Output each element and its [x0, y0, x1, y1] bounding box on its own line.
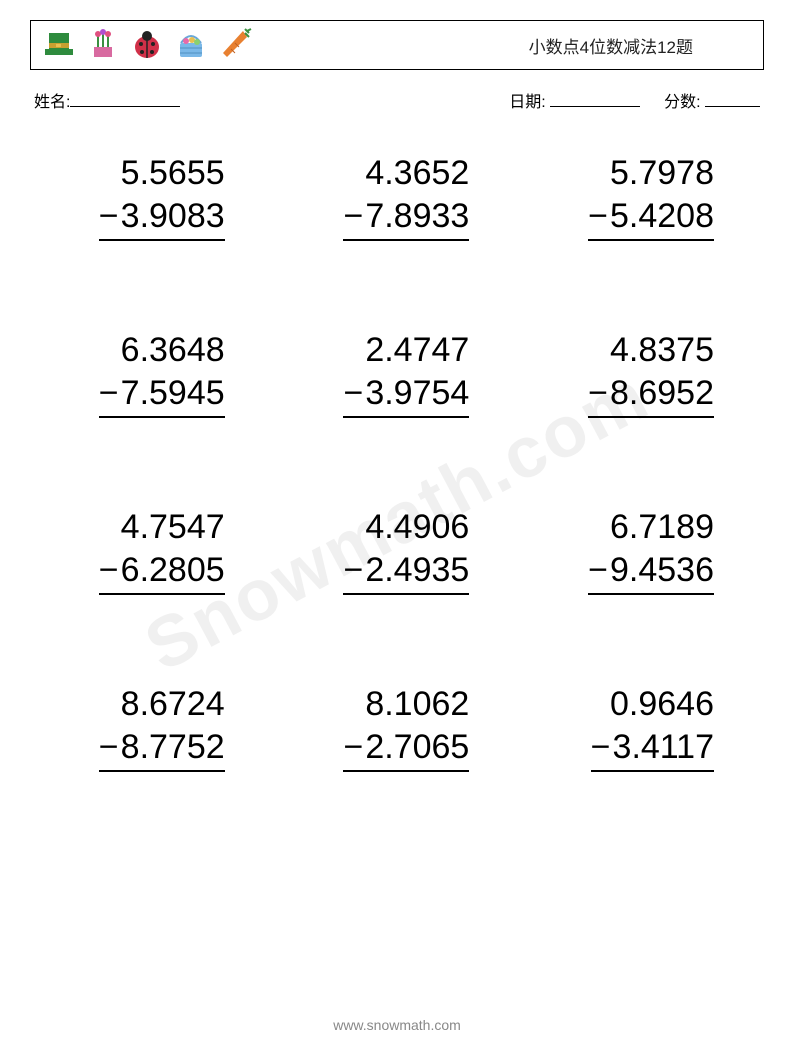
- operator: −: [343, 195, 363, 238]
- problem: 6.7189−9.4536: [539, 506, 744, 595]
- operator: −: [99, 549, 119, 592]
- header-icons: [41, 27, 253, 63]
- minuend: 4.3652: [365, 152, 469, 195]
- minuend: 6.3648: [121, 329, 225, 372]
- carrot-icon: [217, 27, 253, 63]
- problem: 6.3648−7.5945: [50, 329, 255, 418]
- date-blank[interactable]: [550, 89, 640, 107]
- problem: 4.8375−8.6952: [539, 329, 744, 418]
- name-blank[interactable]: [70, 89, 180, 107]
- subtrahend: 2.4935: [365, 549, 469, 592]
- subtrahend-row: −9.4536: [588, 549, 714, 596]
- subtrahend-row: −2.7065: [343, 726, 469, 773]
- subtrahend: 5.4208: [610, 195, 714, 238]
- subtrahend: 3.9754: [365, 372, 469, 415]
- minuend: 5.7978: [610, 152, 714, 195]
- minuend: 8.1062: [365, 683, 469, 726]
- operator: −: [343, 549, 363, 592]
- score-label: 分数:: [664, 94, 700, 111]
- operator: −: [588, 372, 608, 415]
- operator: −: [99, 726, 119, 769]
- minuend: 4.4906: [365, 506, 469, 549]
- subtrahend: 2.7065: [365, 726, 469, 769]
- subtrahend: 8.6952: [610, 372, 714, 415]
- subtrahend-row: −3.9754: [343, 372, 469, 419]
- subtrahend-row: −3.9083: [99, 195, 225, 242]
- subtrahend: 6.2805: [121, 549, 225, 592]
- problem: 0.9646−3.4117: [539, 683, 744, 772]
- subtrahend-row: −3.4117: [591, 726, 714, 773]
- hat-icon: [41, 27, 77, 63]
- subtrahend: 9.4536: [610, 549, 714, 592]
- problem: 4.4906−2.4935: [295, 506, 500, 595]
- problem: 5.7978−5.4208: [539, 152, 744, 241]
- minuend: 2.4747: [365, 329, 469, 372]
- minuend: 8.6724: [121, 683, 225, 726]
- subtrahend: 3.9083: [121, 195, 225, 238]
- name-label: 姓名:: [34, 88, 70, 112]
- operator: −: [591, 726, 611, 769]
- subtrahend: 8.7752: [121, 726, 225, 769]
- ladybug-icon: [129, 27, 165, 63]
- problem: 5.5655−3.9083: [50, 152, 255, 241]
- worksheet-title: 小数点4位数减法12题: [529, 33, 753, 58]
- minuend: 6.7189: [610, 506, 714, 549]
- subtrahend: 7.5945: [121, 372, 225, 415]
- subtrahend-row: −6.2805: [99, 549, 225, 596]
- operator: −: [99, 372, 119, 415]
- subtrahend-row: −5.4208: [588, 195, 714, 242]
- problem: 8.1062−2.7065: [295, 683, 500, 772]
- subtrahend: 3.4117: [613, 726, 714, 769]
- basket-icon: [173, 27, 209, 63]
- subtrahend-row: −8.7752: [99, 726, 225, 773]
- operator: −: [588, 195, 608, 238]
- subtrahend: 7.8933: [365, 195, 469, 238]
- problems-grid: 5.5655−3.90834.3652−7.89335.7978−5.42086…: [30, 142, 764, 782]
- problem: 4.3652−7.8933: [295, 152, 500, 241]
- problem: 8.6724−8.7752: [50, 683, 255, 772]
- minuend: 0.9646: [610, 683, 714, 726]
- subtrahend-row: −8.6952: [588, 372, 714, 419]
- date-label: 日期:: [509, 94, 545, 111]
- operator: −: [343, 726, 363, 769]
- problem: 4.7547−6.2805: [50, 506, 255, 595]
- subtrahend-row: −7.5945: [99, 372, 225, 419]
- minuend: 4.7547: [121, 506, 225, 549]
- footer-url: www.snowmath.com: [0, 1017, 794, 1033]
- problem: 2.4747−3.9754: [295, 329, 500, 418]
- minuend: 5.5655: [121, 152, 225, 195]
- minuend: 4.8375: [610, 329, 714, 372]
- subtrahend-row: −2.4935: [343, 549, 469, 596]
- operator: −: [588, 549, 608, 592]
- operator: −: [343, 372, 363, 415]
- header-box: 小数点4位数减法12题: [30, 20, 764, 70]
- subtrahend-row: −7.8933: [343, 195, 469, 242]
- info-row: 姓名: 日期: 分数:: [30, 88, 764, 122]
- operator: −: [99, 195, 119, 238]
- score-blank[interactable]: [705, 89, 760, 107]
- flower-pot-icon: [85, 27, 121, 63]
